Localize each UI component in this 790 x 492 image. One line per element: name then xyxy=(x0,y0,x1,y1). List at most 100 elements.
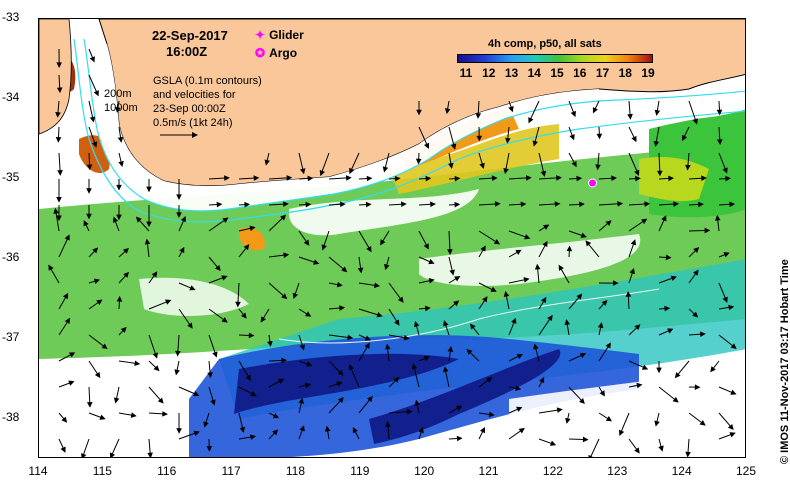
sst-colorbar xyxy=(457,54,653,63)
velocity-arrowhead xyxy=(673,201,680,207)
velocity-arrowhead xyxy=(730,389,737,395)
velocity-arrowhead xyxy=(384,343,391,350)
velocity-arrowhead xyxy=(157,397,164,404)
lon-tick: 125 xyxy=(735,464,757,478)
velocity-arrowhead xyxy=(430,201,436,208)
velocity-arrowhead xyxy=(442,366,449,373)
velocity-arrowhead xyxy=(101,343,108,350)
velocity-arrowhead xyxy=(174,369,180,376)
velocity-arrowhead xyxy=(214,264,221,272)
velocity-arrowhead xyxy=(580,232,587,238)
velocity-arrowhead xyxy=(694,384,701,390)
velocity-arrowhead xyxy=(272,429,279,436)
velocity-arrowhead xyxy=(566,245,573,252)
velocity-arrowhead xyxy=(505,137,511,144)
velocity-arrowhead xyxy=(352,427,358,434)
velocity-arrowhead xyxy=(260,316,267,323)
velocity-arrowhead xyxy=(693,247,700,253)
velocity-arrowhead xyxy=(176,194,182,201)
velocity-arrowhead xyxy=(224,175,230,181)
velocity-arrowhead xyxy=(728,304,735,311)
velocity-arrowhead xyxy=(130,412,137,418)
velocity-arrowhead xyxy=(56,62,62,68)
cloud-gap-6 xyxy=(599,89,745,120)
velocity-arrowhead xyxy=(636,382,643,389)
velocity-arrowhead xyxy=(345,175,352,181)
velocity-arrowhead xyxy=(641,364,649,370)
velocity-arrowhead xyxy=(366,245,372,253)
velocity-arrowhead xyxy=(151,271,158,278)
velocity-arrowhead xyxy=(725,175,731,182)
velocity-arrowhead xyxy=(339,201,346,208)
velocity-arrowhead xyxy=(532,140,538,147)
velocity-arrowhead xyxy=(267,340,273,347)
velocity-arrowhead xyxy=(599,390,605,397)
colorbar-tick: 19 xyxy=(641,66,655,80)
velocity-arrowhead xyxy=(576,175,583,182)
velocity-arrowhead xyxy=(716,109,723,116)
velocity-arrowhead xyxy=(376,312,383,318)
velocity-arrowhead xyxy=(53,207,59,214)
velocity-arrowhead xyxy=(466,348,473,355)
contour-200m xyxy=(83,38,745,212)
velocity-arrowhead xyxy=(303,239,310,246)
velocity-arrowhead xyxy=(68,352,76,358)
velocity-arrowhead xyxy=(112,216,119,223)
velocity-arrowhead xyxy=(597,322,604,329)
velocity-arrowhead xyxy=(249,225,256,232)
velocity-arrowhead xyxy=(595,164,601,171)
lon-tick: 116 xyxy=(157,464,177,478)
velocity-arrowhead xyxy=(630,239,637,246)
velocity-arrowhead xyxy=(207,372,213,379)
velocity-arrowhead xyxy=(385,421,391,427)
velocity-arrowhead xyxy=(115,107,121,114)
velocity-arrowhead xyxy=(523,277,530,283)
colorbar-tick: 14 xyxy=(527,66,541,80)
velocity-arrowhead xyxy=(393,376,400,383)
velocity-arrowhead xyxy=(682,134,688,142)
velocity-arrowhead xyxy=(162,411,168,417)
velocity-arrowhead xyxy=(250,434,257,440)
velocity-arrowhead xyxy=(644,201,651,207)
velocity-arrowhead xyxy=(117,136,124,143)
contour-1000m xyxy=(73,38,745,223)
velocity-arrowhead xyxy=(424,305,431,312)
velocity-arrowhead xyxy=(667,328,674,334)
velocity-arrowhead xyxy=(283,252,290,258)
velocity-arrowhead xyxy=(96,299,103,305)
velocity-arrowhead xyxy=(443,320,449,327)
velocity-arrowhead xyxy=(540,296,547,304)
velocity-arrowhead xyxy=(339,305,345,311)
sst-orange-patch xyxy=(239,227,265,251)
velocity-arrowhead xyxy=(122,247,129,254)
velocity-arrowhead xyxy=(62,292,69,300)
velocity-arrowhead xyxy=(447,249,453,255)
velocity-arrowhead xyxy=(120,326,127,333)
velocity-arrowhead xyxy=(579,201,585,208)
velocity-arrowhead xyxy=(222,217,229,223)
velocity-arrowhead xyxy=(701,175,707,182)
velocity-arrowhead xyxy=(476,135,483,142)
lat-tick: -34 xyxy=(2,90,20,104)
velocity-arrowhead xyxy=(423,243,429,250)
colorbar-tick: 12 xyxy=(482,66,496,80)
cloud-gap-3 xyxy=(139,277,249,316)
velocity-arrowhead xyxy=(524,234,531,240)
velocity-arrowhead xyxy=(86,213,92,220)
velocity-arrowhead xyxy=(299,168,306,175)
velocity-arrowhead xyxy=(337,397,344,404)
velocity-arrowhead xyxy=(347,334,354,341)
velocity-arrowhead xyxy=(516,354,523,360)
velocity-arrowhead xyxy=(380,239,386,246)
velocity-arrowhead xyxy=(240,312,247,319)
velocity-arrowhead xyxy=(123,271,130,278)
velocity-arrowhead xyxy=(146,186,152,193)
cloud-gap-1 xyxy=(289,189,479,236)
velocity-arrowhead xyxy=(674,372,681,379)
velocity-arrowhead xyxy=(729,432,736,438)
velocity-arrowhead xyxy=(722,296,728,303)
map-date: 22-Sep-2017 xyxy=(152,28,228,43)
velocity-arrowhead xyxy=(428,278,435,284)
velocity-arrowhead xyxy=(730,343,737,349)
velocity-arrowhead xyxy=(216,201,223,208)
